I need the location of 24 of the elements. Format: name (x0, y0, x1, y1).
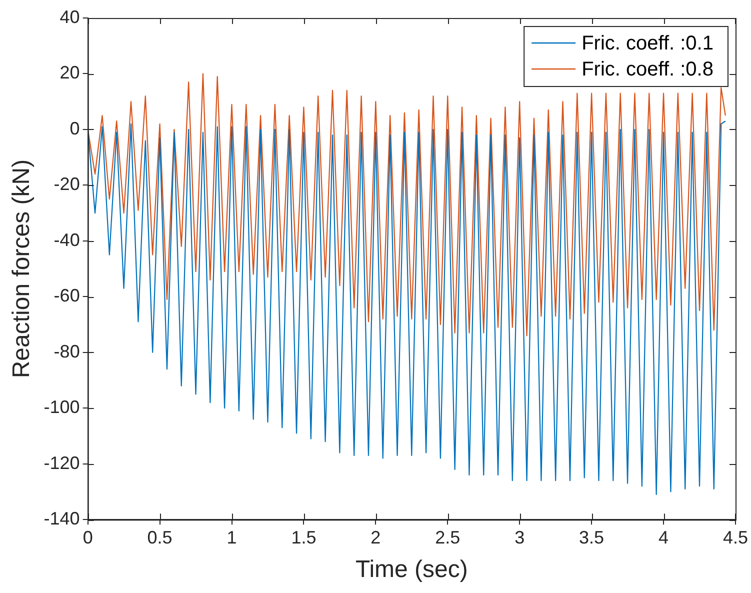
y-tick-label: -80 (54, 341, 80, 362)
y-tick-label: 0 (70, 118, 80, 138)
x-tick-label: 1 (226, 527, 237, 548)
x-tick-label: 3.5 (579, 527, 604, 548)
y-tick-label: 40 (60, 6, 80, 27)
x-axis-title: Time (sec) (355, 556, 468, 584)
x-tick-label: 1.5 (291, 527, 316, 548)
x-tick-label: 4 (658, 527, 669, 548)
x-tick-label: 4.5 (722, 527, 748, 548)
y-axis-title: Reaction forces (kN) (8, 159, 36, 378)
y-tick-label: -120 (44, 452, 80, 473)
y-tick-label: 20 (60, 62, 80, 83)
x-tick-label: 0.5 (147, 527, 172, 548)
x-tick-label: 3 (514, 527, 525, 548)
x-tick-label: 2 (370, 527, 381, 548)
y-tick-label: -140 (44, 508, 80, 529)
y-tick-label: -20 (54, 174, 80, 194)
x-tick-label: 2.5 (435, 527, 460, 548)
legend-label: Fric. coeff. :0.1 (582, 32, 714, 55)
x-tick-label: 0 (82, 527, 93, 548)
y-tick-label: -100 (44, 397, 80, 418)
y-tick-label: -40 (54, 230, 80, 250)
y-tick-label: -60 (54, 286, 80, 306)
legend-label: Fric. coeff. :0.8 (582, 58, 714, 81)
